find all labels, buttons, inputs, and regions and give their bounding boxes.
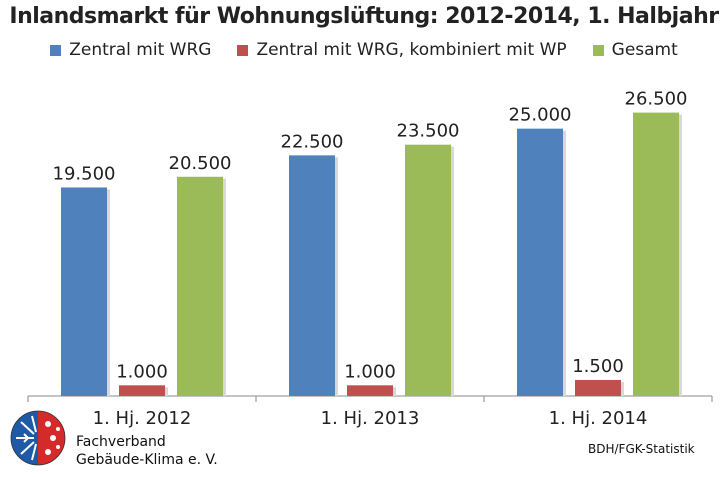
x-tick-label: 1. Hj. 2013 [321, 408, 420, 429]
data-label: 26.500 [625, 89, 688, 110]
x-tick-label: 1. Hj. 2014 [549, 408, 648, 429]
data-label: 1.000 [344, 361, 396, 382]
bar-3-1 [177, 176, 223, 396]
legend-label-zentral-wrg: Zentral mit WRG [69, 40, 212, 60]
chart-title: Inlandsmarkt für Wohnungslüftung: 2012-2… [9, 4, 719, 29]
snowflake-sun-logo-icon [10, 410, 66, 466]
source-label: BDH/FGK-Statistik [588, 442, 695, 456]
bar-1-3 [517, 128, 563, 396]
data-label: 1.000 [116, 361, 168, 382]
legend-label-gesamt: Gesamt [611, 40, 678, 60]
data-label: 20.500 [169, 153, 232, 174]
data-label: 25.000 [509, 105, 572, 126]
x-tick-label: 1. Hj. 2012 [93, 408, 192, 429]
legend-item-zentral-wrg-wp: Zentral mit WRG, kombiniert mit WP [237, 40, 567, 60]
legend-label-zentral-wrg-wp: Zentral mit WRG, kombiniert mit WP [256, 40, 567, 60]
data-label: 22.500 [281, 131, 344, 152]
bar-1-2 [289, 155, 335, 396]
bar-2-2 [347, 385, 393, 396]
legend-swatch-zentral-wrg [50, 44, 62, 56]
bar-3-2 [405, 144, 451, 396]
legend-item-zentral-wrg: Zentral mit WRG [50, 40, 211, 60]
legend-swatch-zentral-wrg-wp [237, 44, 249, 56]
legend-item-gesamt: Gesamt [592, 40, 678, 60]
data-label: 19.500 [53, 163, 116, 184]
org-name-line1: Fachverband [76, 434, 166, 450]
bar-2-1 [119, 385, 165, 396]
org-name-line2: Gebäude-Klima e. V. [76, 452, 218, 468]
legend-swatch-gesamt [592, 44, 604, 56]
data-label: 1.500 [572, 356, 624, 377]
bar-3-3 [633, 112, 679, 396]
data-label: 23.500 [397, 121, 460, 142]
bar-1-1 [61, 187, 107, 396]
bar-2-3 [575, 379, 621, 396]
chart-legend: Zentral mit WRG Zentral mit WRG, kombini… [0, 40, 728, 60]
